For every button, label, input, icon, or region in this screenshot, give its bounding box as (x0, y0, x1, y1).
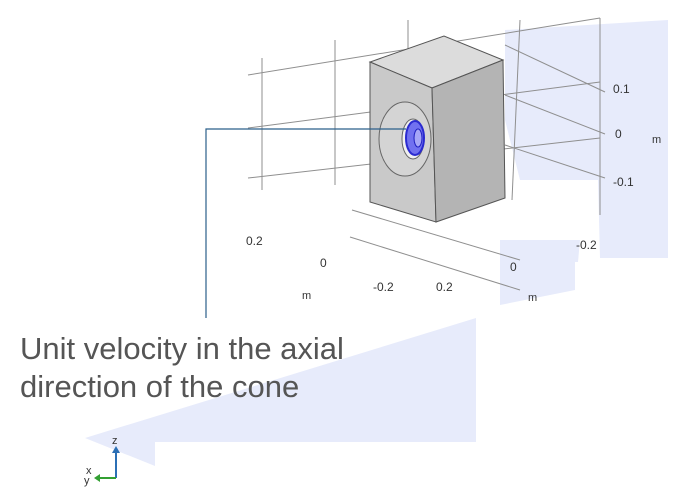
left-axis-tick-top: 0.2 (246, 234, 263, 248)
right-axis-unit: m (528, 292, 538, 304)
block-side-face[interactable] (431, 59, 506, 223)
bottom-axis-tick-b: 0.2 (436, 280, 453, 294)
annotation-leader-line (205, 128, 406, 318)
z-tick-bottom: -0.1 (613, 175, 634, 189)
triad-z-label: z (112, 435, 118, 447)
left-axis-unit: m (302, 290, 312, 302)
triad-z-arrow (112, 446, 120, 453)
triad-x-label: x (86, 465, 92, 477)
annotation-line-2: direction of the cone (20, 369, 300, 404)
highlight-plane-lower (500, 240, 580, 305)
z-tick-top: 0.1 (613, 82, 630, 96)
coordinate-triad (94, 446, 120, 482)
rectangular-block[interactable] (368, 35, 506, 223)
annotation-line-1: Unit velocity in the axial (20, 331, 344, 366)
triad-y-label: y (84, 475, 90, 487)
selected-inlet-inner (413, 128, 423, 148)
z-axis-unit: m (652, 134, 662, 146)
right-bottom-tick: 0 (510, 260, 517, 274)
z-tick-mid: 0 (615, 127, 622, 141)
triad-y-arrow (94, 474, 100, 482)
right-axis-tick: -0.2 (576, 238, 597, 252)
highlight-plane-right (505, 20, 668, 258)
bottom-axis-tick-a: -0.2 (373, 280, 394, 294)
annotation-label: Unit velocity in the axial direction of … (20, 330, 460, 406)
left-axis-tick-mid: 0 (320, 256, 327, 270)
highlight-plane-annotation (85, 318, 476, 466)
